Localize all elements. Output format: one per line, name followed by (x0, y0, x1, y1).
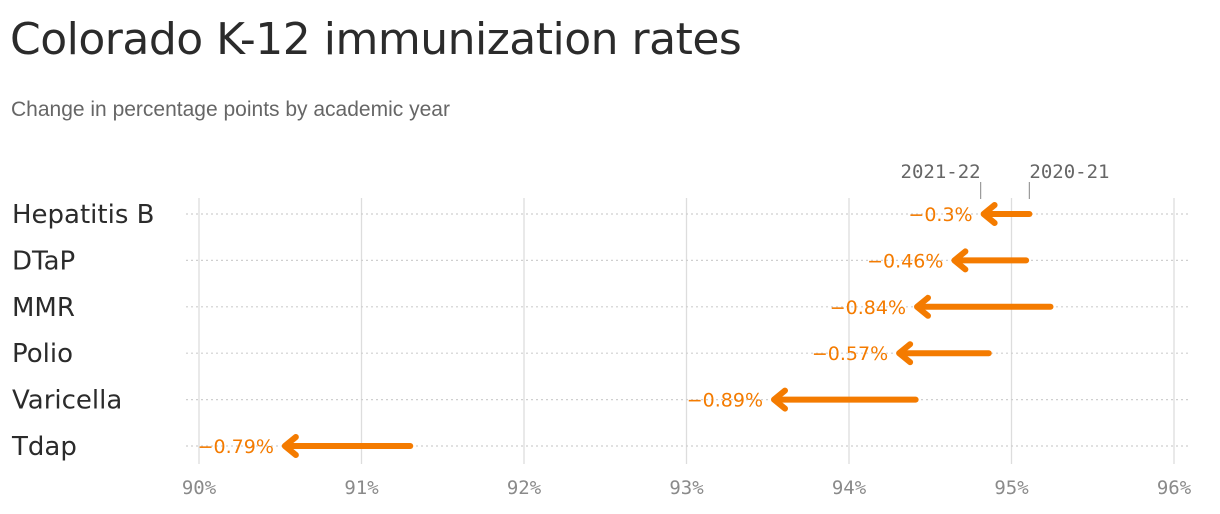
change-data-label: −0.89% (687, 390, 763, 412)
change-data-label: −0.57% (812, 343, 888, 365)
change-data-label: −0.46% (867, 250, 943, 272)
x-tick-label: 96% (1157, 477, 1192, 499)
x-tick-label: 95% (994, 477, 1029, 499)
category-label: Varicella (12, 386, 122, 416)
change-arrow-head (980, 202, 998, 226)
x-tick-label: 91% (344, 477, 379, 499)
x-tick-label: 93% (669, 477, 704, 499)
change-arrow-head (914, 294, 931, 319)
category-label: DTaP (12, 246, 75, 276)
x-tick-label: 92% (507, 477, 542, 499)
legend-label-end: 2021-22 (901, 161, 981, 183)
category-label: Hepatitis B (12, 200, 154, 230)
chart-subtitle: Change in percentage points by academic … (11, 98, 450, 121)
x-tick-label: 90% (182, 477, 217, 499)
change-data-label: −0.79% (198, 436, 274, 458)
change-data-label: −0.3% (908, 204, 972, 226)
change-data-label: −0.84% (830, 297, 906, 319)
change-arrow-head (771, 387, 788, 412)
category-label: Tdap (11, 432, 77, 462)
change-arrow-head (896, 341, 914, 366)
legend-label-start: 2020-21 (1029, 161, 1109, 183)
change-arrow-head (951, 248, 969, 273)
x-tick-label: 94% (832, 477, 867, 499)
chart-title: Colorado K-12 immunization rates (10, 14, 742, 65)
category-label: Polio (12, 339, 73, 369)
change-arrow-head (281, 434, 299, 458)
category-label: MMR (12, 293, 75, 323)
